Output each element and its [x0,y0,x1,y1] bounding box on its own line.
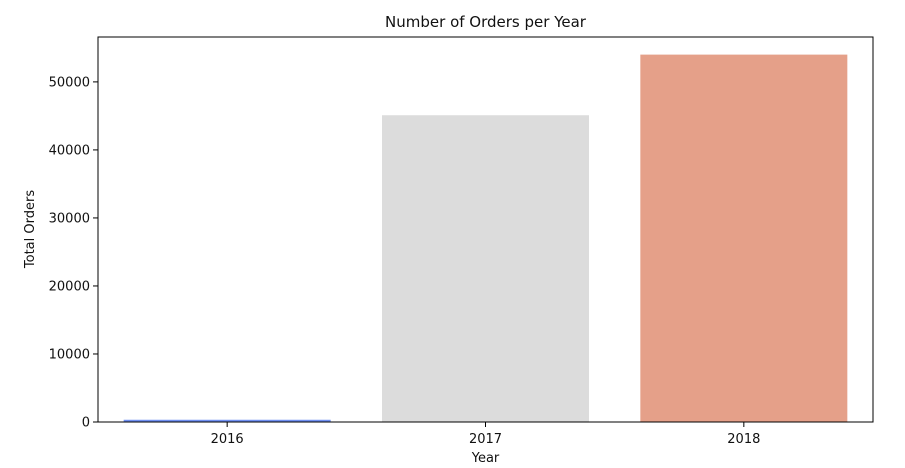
y-tick-label-50000: 50000 [49,75,90,90]
y-tick-label-0: 0 [82,416,90,431]
x-tick-label-2016: 2016 [211,432,244,447]
y-tick-label-30000: 30000 [49,211,90,226]
y-axis-label: Total Orders [23,190,38,269]
y-tick-label-10000: 10000 [49,347,90,362]
x-tick-label-2018: 2018 [727,432,760,447]
bar-2018 [640,54,848,422]
bar-2017 [382,115,589,422]
y-tick-label-20000: 20000 [49,279,90,294]
chart-title: Number of Orders per Year [385,13,587,31]
x-tick-label-2017: 2017 [469,432,502,447]
y-tick-label-40000: 40000 [49,143,90,158]
x-axis-label: Year [471,451,500,466]
bar-2016 [123,419,331,422]
plot-layer: 0 10000 20000 30000 40000 50000 2016 2017 2018 [49,36,874,447]
